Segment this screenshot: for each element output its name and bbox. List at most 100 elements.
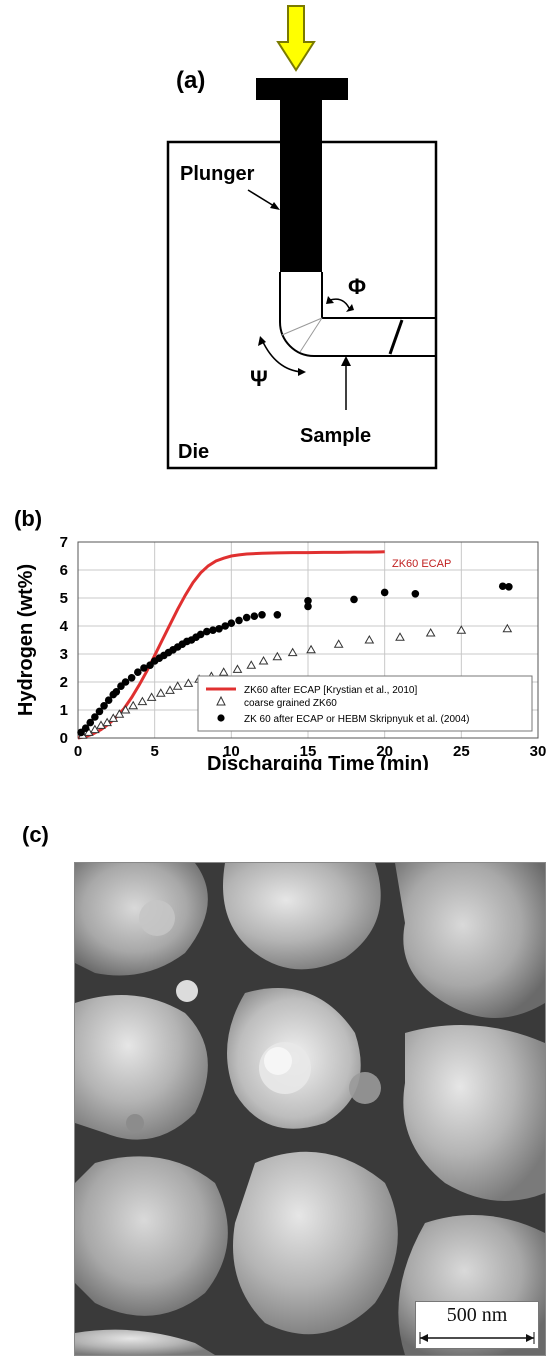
skripnyuk-point <box>95 707 104 716</box>
coarse-grained-point <box>333 639 344 648</box>
skripnyuk-point <box>250 612 259 620</box>
psi-arrowhead-icon <box>258 336 266 346</box>
skripnyuk-point <box>350 595 358 604</box>
plot-frame <box>77 541 539 739</box>
skripnyuk-point <box>258 611 266 619</box>
legend-entry-2: ZK 60 after ECAP or HEBM Skripnyuk et al… <box>244 714 469 725</box>
skripnyuk-point <box>227 619 236 627</box>
skripnyuk-point <box>91 713 99 721</box>
skripnyuk-point <box>86 718 95 727</box>
series-layer <box>77 550 513 740</box>
coarse-grained-point <box>146 692 157 701</box>
skripnyuk-point <box>215 625 223 633</box>
skripnyuk-point <box>505 583 513 591</box>
phi-arrowhead-icon-2 <box>346 304 354 312</box>
skripnyuk-point <box>121 678 130 686</box>
coarse-grained-point <box>155 688 166 697</box>
coarse-grained-point <box>172 681 183 690</box>
sample-cut-line <box>388 319 404 355</box>
phi-arrowhead-icon <box>326 296 334 304</box>
skripnyuk-point <box>127 674 136 682</box>
skripnyuk-point <box>196 630 205 639</box>
sem-texture <box>75 863 545 1355</box>
plunger-shaft <box>280 100 322 272</box>
coarse-grained-point <box>90 724 100 734</box>
skripnyuk-point <box>209 626 217 634</box>
legend-circle-symbol <box>217 714 225 722</box>
coarse-grained-point <box>246 660 257 669</box>
coarse-grained-point <box>364 634 375 644</box>
psi-angle-arrow <box>261 339 303 373</box>
legend: ZK60 after ECAP [Krystian et al., 2010] … <box>197 675 533 732</box>
skripnyuk-point <box>104 696 113 704</box>
coarse-grained-point <box>102 717 112 727</box>
psi-arrowhead-icon-2 <box>298 368 306 376</box>
sample-arrowhead-icon <box>341 356 351 366</box>
x-tick-label: 25 <box>453 743 470 760</box>
skripnyuk-point <box>411 590 420 598</box>
die-label: Die <box>178 441 209 463</box>
tick-layer: 0 5 10 15 20 25 30 0 1 2 3 4 5 6 7 <box>60 534 547 760</box>
coarse-grained-point <box>395 632 405 641</box>
ecap-die-diagram: (a) Φ Ψ Plunger Sample Die <box>166 5 438 470</box>
legend-triangle-symbol <box>216 695 226 706</box>
y-tick-label: 0 <box>60 730 68 747</box>
shear-plane-line <box>281 317 323 336</box>
coarse-grained-point <box>425 627 436 637</box>
skripnyuk-point <box>235 616 243 625</box>
legend-box <box>197 675 533 732</box>
coarse-grained-point <box>137 696 148 706</box>
x-tick-label: 15 <box>300 743 317 760</box>
scale-bar-box: 500 nm <box>415 1301 539 1349</box>
channel-inner-wall <box>321 272 436 319</box>
channel-outer-wall <box>279 272 436 357</box>
panel-b-label: (b) <box>14 506 42 531</box>
coarse-grained-point <box>165 685 175 694</box>
legend-entry-1: coarse grained ZK60 <box>244 698 337 709</box>
shear-plane-line-2 <box>299 317 323 353</box>
y-tick-label: 7 <box>60 534 68 551</box>
coarse-grained-point <box>128 700 139 710</box>
skripnyuk-point <box>273 611 282 619</box>
sem-micrograph: 500 nm <box>74 862 546 1356</box>
y-tick-label: 3 <box>60 646 68 663</box>
plunger-label: Plunger <box>180 163 255 185</box>
legend-entry-0: ZK60 after ECAP [Krystian et al., 2010] <box>244 685 417 696</box>
x-tick-label: 30 <box>530 743 547 760</box>
skripnyuk-point <box>242 613 251 622</box>
coarse-grained-point <box>287 647 298 657</box>
x-tick-label: 20 <box>376 743 393 760</box>
sample-label: Sample <box>300 425 371 447</box>
skripnyuk-point <box>221 622 229 630</box>
coarse-grained-point <box>258 655 269 665</box>
panel-c-label: (c) <box>22 822 49 847</box>
hydrogen-discharge-chart: (b) 0 5 10 15 20 25 30 0 1 2 3 4 5 6 7 ZK60 ECAP Hydro… <box>14 506 547 775</box>
plunger-pointer <box>247 189 275 207</box>
scale-bar-label: 500 nm <box>446 1304 508 1326</box>
panel-a-label: (a) <box>176 67 205 94</box>
coarse-grained-point <box>306 644 316 654</box>
x-tick-label: 10 <box>223 743 240 760</box>
skripnyuk-point <box>380 588 389 597</box>
y-axis-label: Hydrogen (wt%) <box>15 564 37 716</box>
x-axis-label: Discharging Time (min) <box>207 753 429 770</box>
coarse-grained-point <box>183 678 194 687</box>
coarse-grained-point <box>218 667 229 676</box>
coarse-grained-point <box>232 664 243 673</box>
skripnyuk-point <box>81 724 90 732</box>
y-tick-label: 4 <box>60 618 69 635</box>
skripnyuk-point <box>100 702 108 710</box>
panel-a-ecap-schematic: (a) Φ Ψ Plunger Sample Die <box>0 0 547 480</box>
coarse-grained-point <box>114 709 125 718</box>
coarse-grained-point <box>456 625 467 634</box>
plunger-head <box>256 78 348 100</box>
psi-label: Ψ <box>250 366 268 391</box>
load-arrow-icon <box>276 5 316 72</box>
skripnyuk-point <box>498 582 507 591</box>
y-tick-label: 2 <box>60 674 68 691</box>
panel-c-sem-image: (c) <box>0 800 547 1357</box>
plunger-arrowhead-icon <box>270 202 280 210</box>
x-tick-label: 5 <box>150 743 158 760</box>
coarse-grained-point <box>502 623 513 633</box>
x-tick-label: 0 <box>74 743 82 760</box>
